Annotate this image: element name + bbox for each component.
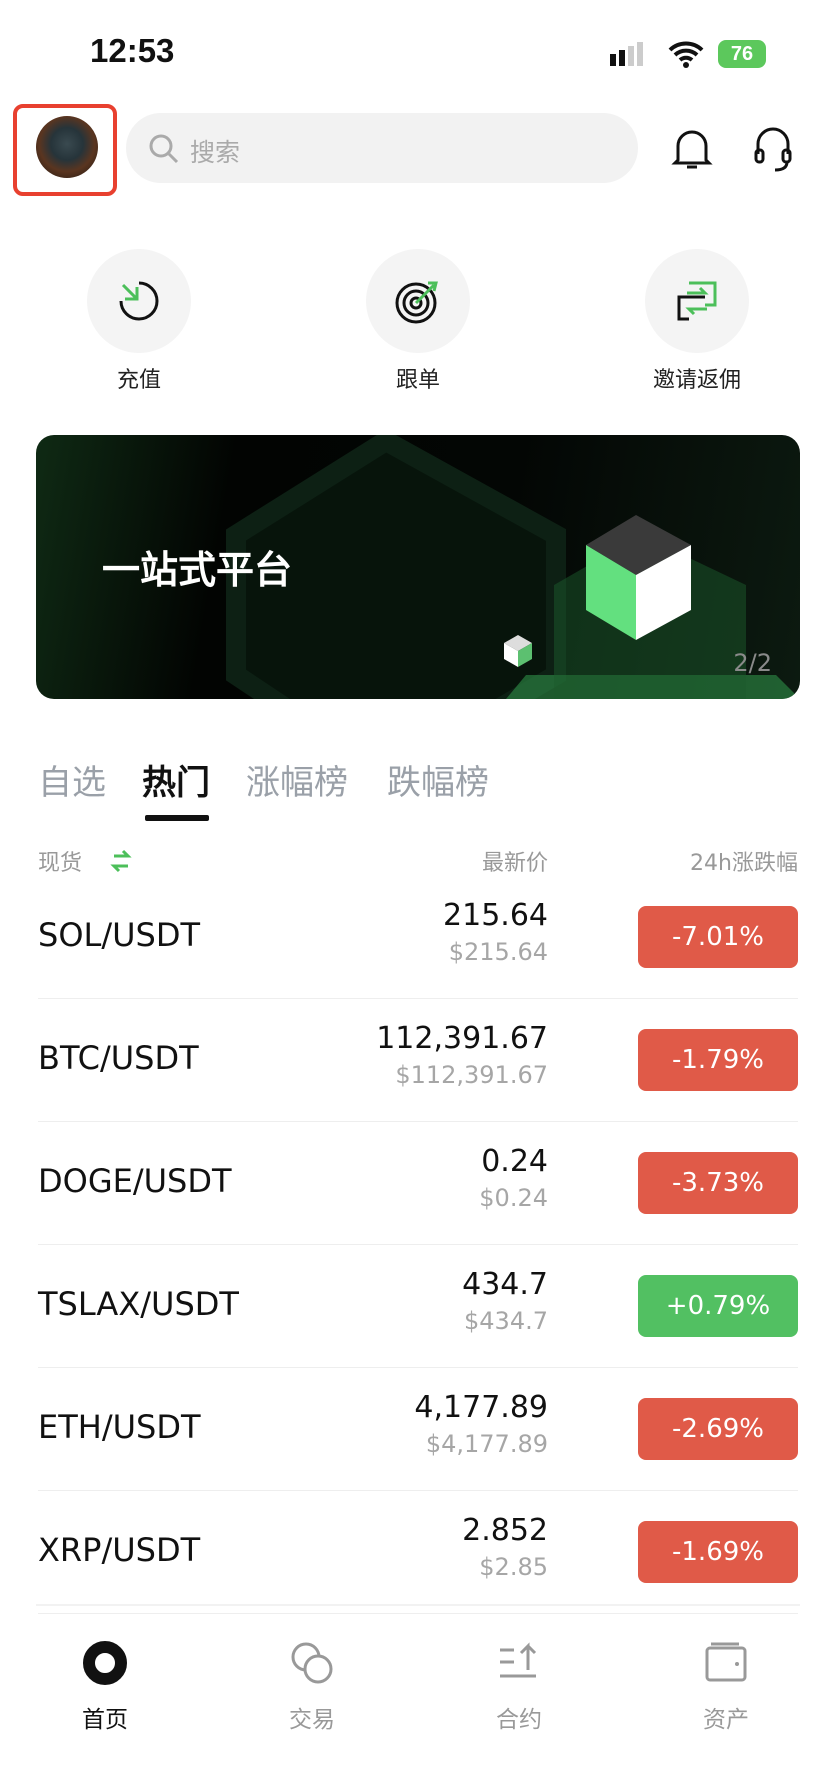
row-divider: [38, 1367, 798, 1368]
usd-price: $0.24: [479, 1184, 548, 1212]
row-divider: [38, 1613, 798, 1614]
nav-futures-label: 合约: [496, 1707, 542, 1733]
copy-trade-button[interactable]: [366, 249, 470, 353]
wifi-icon: [668, 41, 704, 68]
usd-price: $2.85: [479, 1553, 548, 1581]
banner-page-indicator: 2/2: [733, 649, 772, 677]
change-badge[interactable]: +0.79%: [638, 1275, 798, 1337]
change-badge[interactable]: -1.79%: [638, 1029, 798, 1091]
active-tab-indicator: [145, 815, 209, 821]
market-row[interactable]: SOL/USDT 215.64 $215.64 -7.01%: [0, 876, 828, 999]
deposit-button[interactable]: [87, 249, 191, 353]
pair-name: BTC/USDT: [38, 1039, 199, 1077]
tab-hot[interactable]: 热门: [142, 763, 210, 803]
search-input[interactable]: 搜索: [126, 113, 638, 183]
price-header: 最新价: [481, 851, 548, 876]
row-divider: [38, 1244, 798, 1245]
usd-price: $215.64: [448, 938, 548, 966]
headset-icon[interactable]: [752, 124, 794, 174]
nav-home[interactable]: 首页: [35, 1640, 175, 1734]
switch-icon[interactable]: [110, 848, 132, 874]
search-icon: [149, 134, 179, 164]
copy-trade-label: 跟单: [395, 368, 440, 393]
market-row[interactable]: XRP/USDT 2.852 $2.85 -1.69%: [0, 1491, 828, 1614]
market-row[interactable]: BTC/USDT 112,391.67 $112,391.67 -1.79%: [0, 999, 828, 1122]
tab-favorites[interactable]: 自选: [38, 763, 106, 803]
bell-icon[interactable]: [670, 126, 714, 172]
usd-price: $112,391.67: [395, 1061, 548, 1089]
deposit-icon: [119, 281, 159, 321]
change-badge[interactable]: -3.73%: [638, 1152, 798, 1214]
invite-rebate-label: 邀请返佣: [652, 368, 741, 393]
invite-swap-icon: [677, 281, 717, 321]
avatar[interactable]: [36, 116, 98, 178]
nav-assets[interactable]: 资产: [656, 1640, 796, 1734]
pair-name: SOL/USDT: [38, 916, 201, 954]
nav-trade-label: 交易: [289, 1707, 335, 1733]
nav-assets-label: 资产: [703, 1707, 749, 1733]
row-divider: [38, 1121, 798, 1122]
avatar-highlight: [13, 104, 117, 196]
nav-home-label: 首页: [82, 1707, 128, 1733]
nav-divider: [36, 1604, 800, 1606]
nav-futures[interactable]: 合约: [449, 1640, 589, 1734]
usd-price: $4,177.89: [425, 1430, 548, 1458]
market-row[interactable]: DOGE/USDT 0.24 $0.24 -3.73%: [0, 1122, 828, 1245]
signal-icon: [610, 42, 643, 66]
banner-title: 一站式平台: [102, 548, 293, 592]
pair-name: TSLAX/USDT: [38, 1285, 239, 1323]
last-price: 215.64: [443, 898, 548, 933]
search-placeholder: 搜索: [190, 138, 241, 167]
futures-icon: [500, 1642, 537, 1678]
tab-gainers[interactable]: 涨幅榜: [246, 763, 348, 803]
pair-name: XRP/USDT: [38, 1531, 201, 1569]
trade-icon: [291, 1642, 333, 1684]
last-price: 434.7: [462, 1267, 548, 1302]
last-price: 112,391.67: [376, 1021, 548, 1056]
battery-indicator: 76: [718, 40, 766, 68]
home-icon: [83, 1641, 127, 1685]
row-divider: [38, 1490, 798, 1491]
banner-graphic: [226, 435, 800, 699]
market-row[interactable]: ETH/USDT 4,177.89 $4,177.89 -2.69%: [0, 1368, 828, 1491]
nav-trade[interactable]: 交易: [242, 1640, 382, 1734]
market-type-label: 现货: [38, 851, 83, 876]
change-header: 24h涨跌幅: [690, 851, 798, 876]
market-row[interactable]: TSLAX/USDT 434.7 $434.7 +0.79%: [0, 1245, 828, 1368]
last-price: 4,177.89: [414, 1390, 548, 1425]
invite-rebate-button[interactable]: [645, 249, 749, 353]
change-badge[interactable]: -1.69%: [638, 1521, 798, 1583]
last-price: 2.852: [462, 1513, 548, 1548]
target-icon: [395, 281, 438, 324]
change-badge[interactable]: -2.69%: [638, 1398, 798, 1460]
pair-name: ETH/USDT: [38, 1408, 201, 1446]
tab-losers[interactable]: 跌幅榜: [387, 763, 489, 803]
promo-banner[interactable]: 一站式平台 2/2: [36, 435, 800, 699]
usd-price: $434.7: [464, 1307, 548, 1335]
last-price: 0.24: [481, 1144, 548, 1179]
deposit-label: 充值: [116, 368, 161, 393]
wallet-icon: [705, 1642, 747, 1682]
status-time: 12:53: [90, 32, 175, 69]
pair-name: DOGE/USDT: [38, 1162, 232, 1200]
row-divider: [38, 998, 798, 999]
change-badge[interactable]: -7.01%: [638, 906, 798, 968]
